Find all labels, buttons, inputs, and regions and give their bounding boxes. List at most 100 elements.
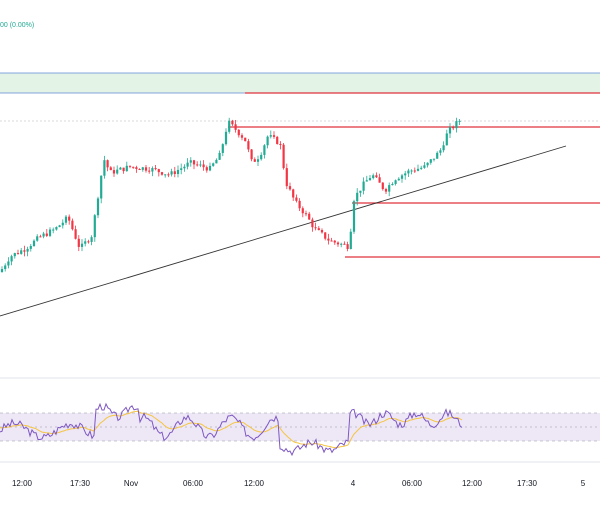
candle-up [410,170,413,172]
candle-up [448,127,452,134]
candle-down [304,213,308,215]
candle-up [212,163,215,166]
candle-up [420,167,423,169]
candle-up [52,229,55,231]
candle-up [269,135,272,137]
candle-up [164,174,167,176]
candle-up [365,180,368,182]
levels-group [228,92,600,258]
candle-up [426,162,429,166]
candle-down [292,189,295,198]
candle-down [196,164,199,166]
candle-up [26,248,29,252]
candle-down [452,127,455,129]
candle-down [346,244,349,249]
candle-up [61,222,64,226]
candle-down [298,200,301,209]
trendline [0,145,567,317]
candle-down [148,170,151,172]
candle-up [125,165,128,172]
time-tick-label: 12:00 [244,479,265,488]
candle-down [39,236,42,238]
candle-down [160,172,164,175]
candle-up [391,183,394,186]
candle-down [285,168,288,187]
supply-zone [0,73,600,93]
candle-up [141,167,144,170]
candle-down [330,240,333,242]
candle-up [263,145,266,155]
candle-down [128,165,132,167]
time-tick-label: 06:00 [402,479,423,488]
candle-up [397,178,400,181]
candle-up [266,136,269,146]
candle-down [68,216,71,221]
candle-up [356,192,359,202]
candle-down [327,238,330,241]
time-tick-label: 17:30 [70,479,91,488]
candle-up [84,241,87,244]
candle-up [48,229,52,236]
candle-up [29,245,32,249]
candle-up [416,168,420,171]
time-tick-label: 06:00 [183,479,204,488]
candle-down [109,167,112,171]
candle-up [176,169,180,175]
candle-up [189,160,192,163]
candle-down [279,144,282,146]
candle-up [228,120,231,132]
candle-down [205,167,208,171]
candle-down [333,240,336,243]
candle-up [96,198,100,216]
candle-up [13,253,16,257]
candle-down [157,169,160,173]
candle-up [362,181,365,191]
rsi-ma-line [0,410,463,449]
candle-up [36,236,39,241]
time-tick-label: 4 [351,479,356,488]
candle-up [436,152,439,159]
candle-up [180,168,183,170]
candle-up [55,227,58,230]
candle-up [349,231,352,249]
price-change-readout: 00 (0.00%) [0,22,35,29]
candle-up [372,175,375,179]
candle-up [199,164,202,166]
candle-up [103,160,106,176]
candle-down [112,170,116,174]
candle-down [314,227,317,229]
candle-up [170,171,173,175]
candle-up [208,165,212,171]
candle-up [218,152,221,160]
candle-down [71,220,74,230]
candle-down [301,208,304,214]
candle-down [138,169,141,171]
candle-down [320,230,324,233]
candle-down [413,170,416,172]
candle-down [381,182,384,190]
time-tick-label: 5 [581,479,586,488]
candle-up [7,261,10,266]
candle-up [58,225,61,228]
candle-up [445,133,448,146]
candle-down [276,136,279,145]
candle-up [42,233,45,237]
candle-down [384,189,388,192]
candle-up [90,237,93,242]
candle-up [388,185,391,192]
candle-down [154,168,157,170]
trendline-group [0,145,567,317]
candle-up [429,159,432,163]
candle-down [167,174,170,176]
candle-down [106,160,109,168]
candle-down [45,233,48,236]
candle-up [455,121,458,129]
candle-down [247,141,250,150]
candle-down [317,228,320,231]
candle-up [359,190,362,193]
candle-down [295,197,298,201]
candle-down [122,167,125,172]
candle-up [20,250,23,254]
candle-down [231,120,234,125]
